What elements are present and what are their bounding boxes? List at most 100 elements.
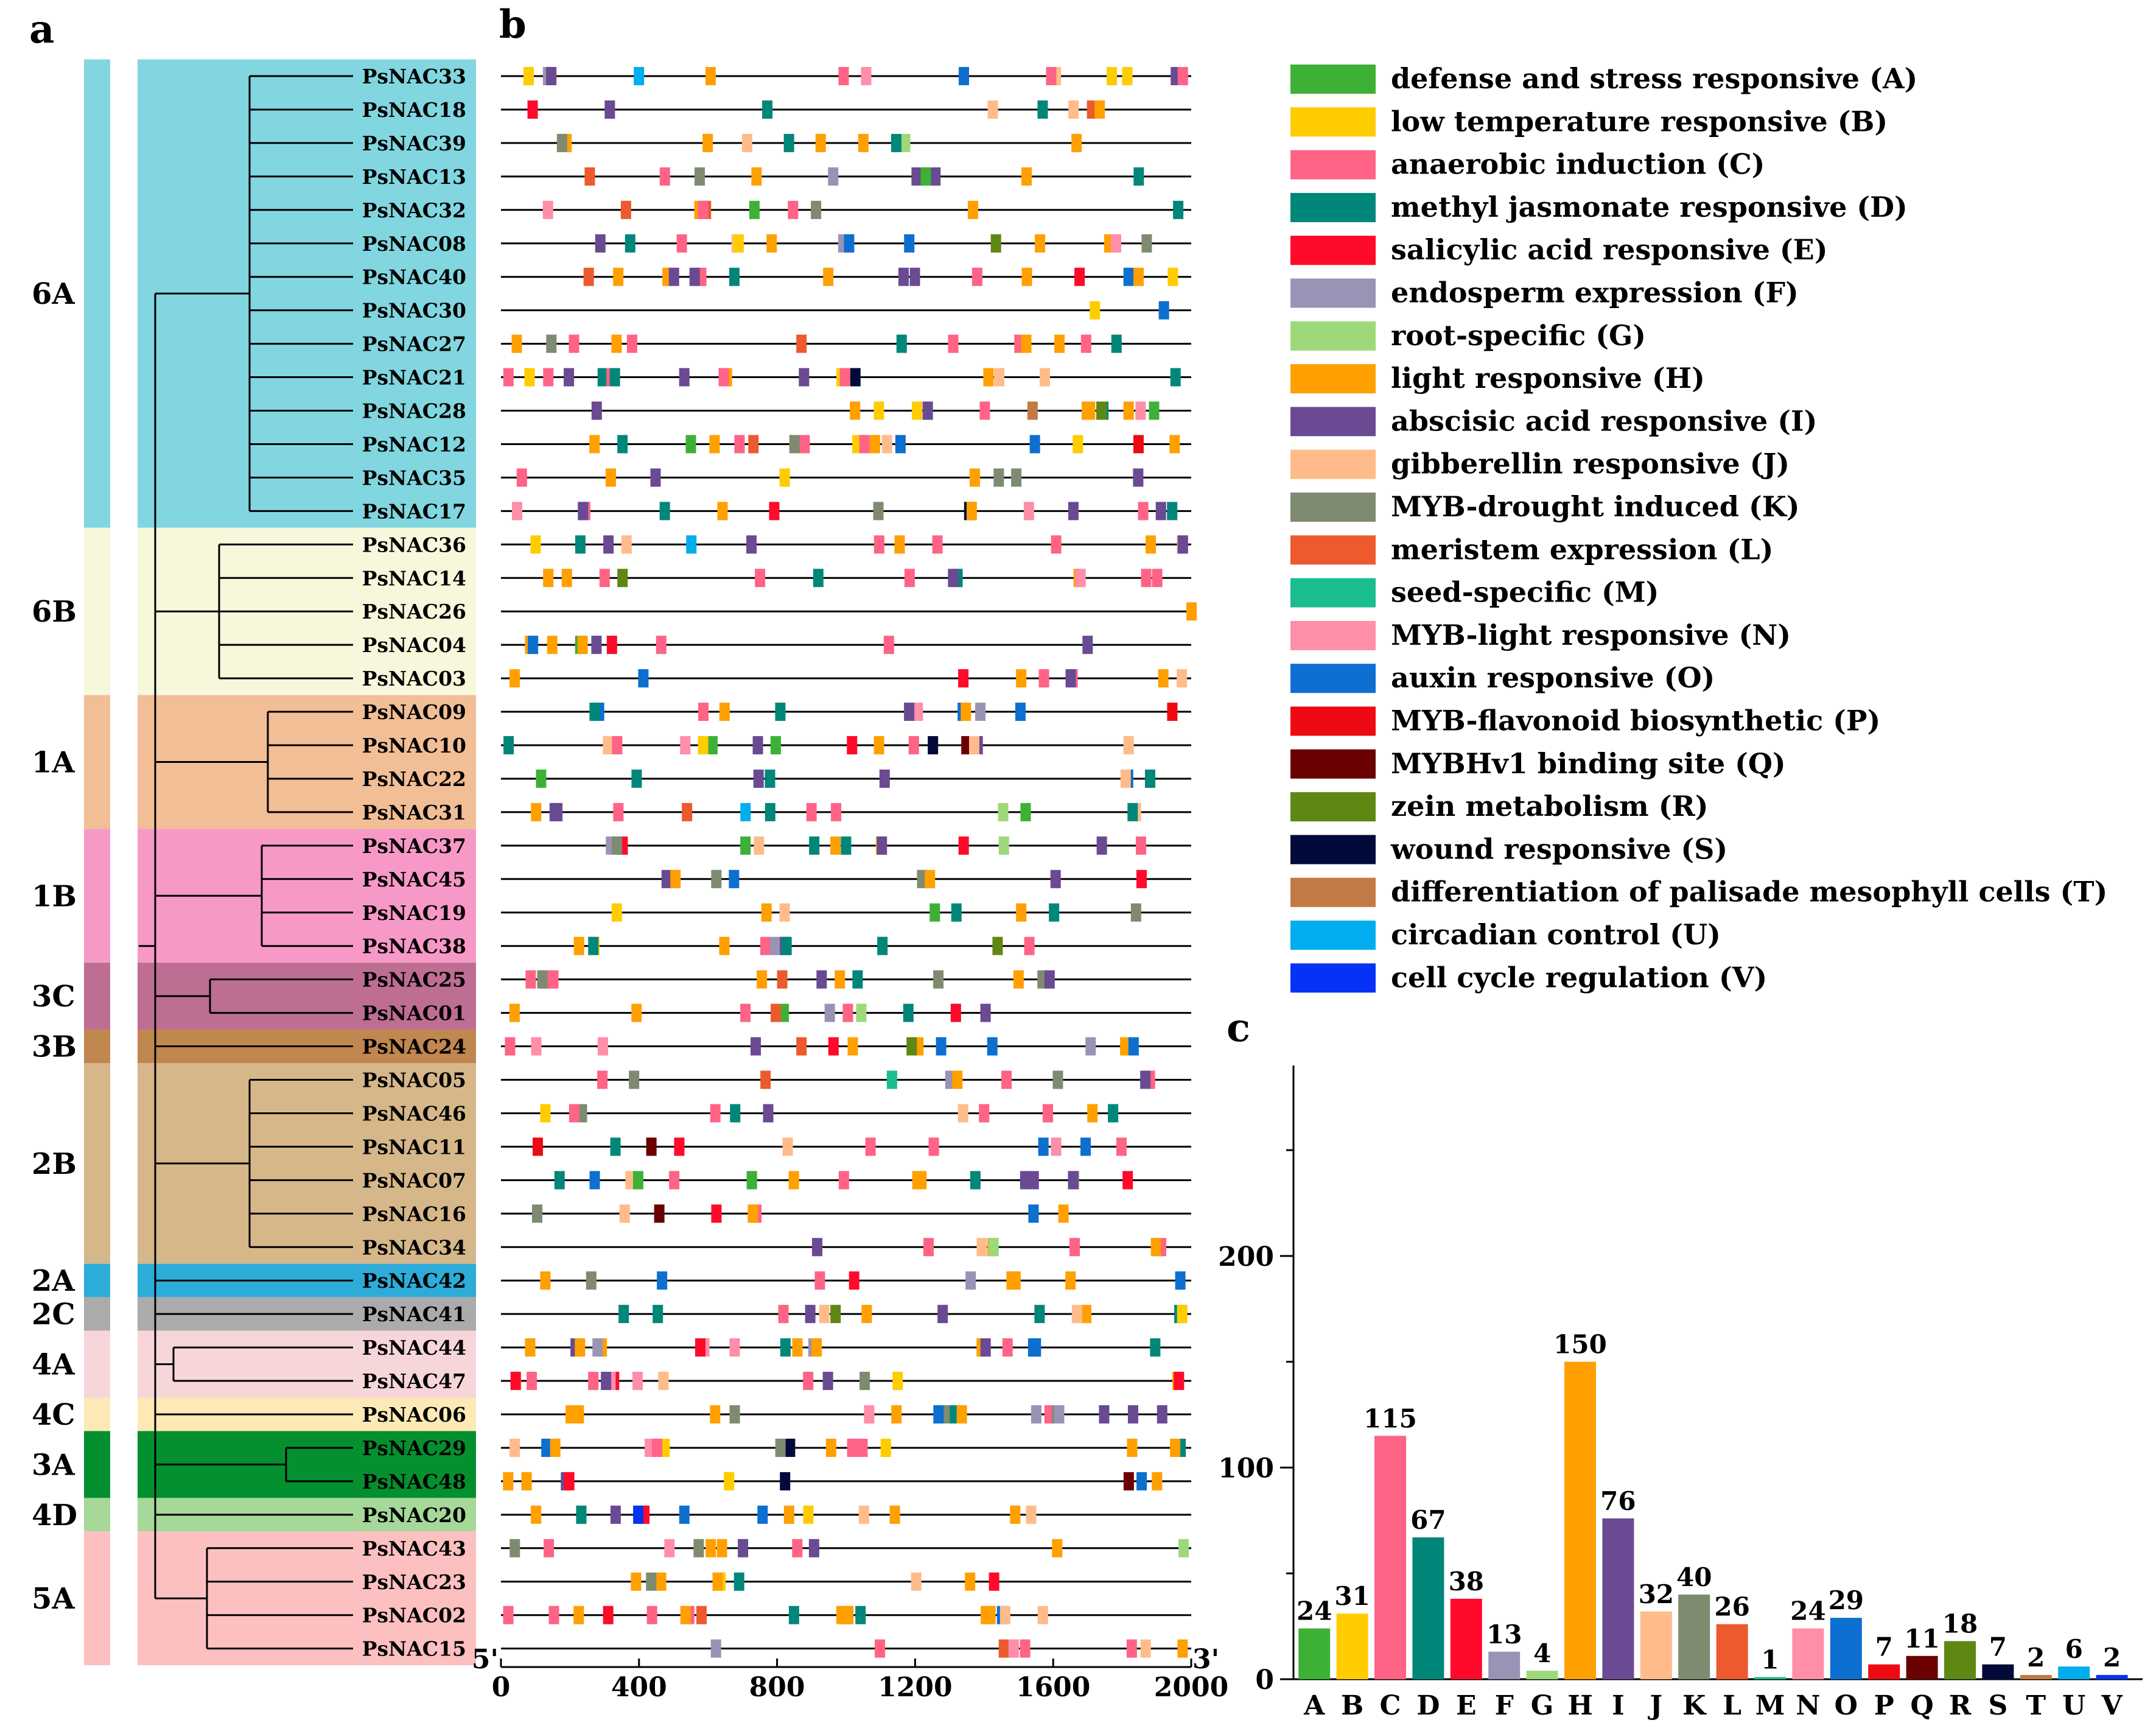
motif-G-box (998, 836, 1009, 855)
motif-H-box (761, 903, 772, 922)
motif-E-box (510, 1372, 521, 1391)
motif-C-box (792, 1539, 803, 1557)
bar-G (1526, 1671, 1558, 1679)
motif-H-box (1177, 1639, 1188, 1658)
gene-label: PsNAC17 (362, 499, 466, 523)
gene-label: PsNAC37 (362, 834, 466, 858)
bar-value-label: 31 (1334, 1581, 1370, 1611)
motif-C-box (803, 1372, 814, 1391)
motif-K-box (811, 200, 822, 219)
motif-C-box (527, 1372, 537, 1391)
motif-I-box (1140, 1070, 1151, 1089)
gene-label: PsNAC46 (362, 1101, 466, 1125)
motif-C-box (1138, 502, 1149, 521)
gene-label: PsNAC11 (362, 1135, 466, 1159)
motif-A-box (1020, 802, 1031, 821)
motif-C-box (971, 267, 982, 286)
motif-C-box (516, 468, 527, 487)
gene-label: PsNAC22 (362, 767, 466, 791)
motif-I-box (1068, 1171, 1079, 1190)
legend-label-T: differentiation of palisade mesophyll ce… (1391, 876, 2107, 908)
motif-N-box (1075, 569, 1086, 588)
bar-category-label: J (1647, 1690, 1662, 1721)
motif-E-box (1122, 1171, 1133, 1190)
motif-M-box (886, 1070, 897, 1089)
motif-C-box (599, 569, 610, 588)
motif-O-box (679, 1505, 690, 1524)
motif-O-box (1136, 1472, 1147, 1490)
motif-U-box (686, 535, 697, 554)
bar-category-label: V (2101, 1690, 2123, 1721)
gene-label: PsNAC18 (362, 98, 466, 122)
motif-H-box (547, 636, 558, 655)
motif-D-box (554, 1171, 565, 1190)
promoter-tick-label: 400 (611, 1672, 667, 1703)
motif-D-box (609, 368, 620, 387)
motif-I-box (980, 1003, 991, 1022)
motif-H-box (751, 167, 762, 186)
bar-value-label: 24 (1297, 1596, 1332, 1626)
motif-G-box (988, 1238, 999, 1257)
motif-H-box (869, 435, 880, 454)
legend-swatch-T (1290, 877, 1376, 907)
motif-C-box (588, 1372, 599, 1391)
motif-N-box (912, 703, 923, 721)
gene-label: PsNAC02 (362, 1604, 466, 1627)
motif-O-box (729, 869, 740, 888)
motif-I-box (650, 468, 661, 487)
motif-K-box (586, 1271, 597, 1290)
bar-category-label: U (2062, 1690, 2085, 1721)
motif-C-box (838, 1171, 849, 1190)
motif-O-box (895, 435, 906, 454)
motif-I-box (1096, 836, 1107, 855)
motif-I-box (911, 167, 922, 186)
clade-strip-3B (84, 1030, 110, 1064)
gene-label: PsNAC09 (362, 700, 466, 724)
gene-label: PsNAC36 (362, 533, 466, 556)
motif-B-box (1090, 301, 1101, 320)
motif-H-box (525, 1338, 536, 1357)
motif-C-box (857, 1438, 868, 1457)
legend-swatch-M (1290, 578, 1376, 608)
legend-swatch-G (1290, 321, 1376, 351)
motif-H-box (656, 1572, 667, 1591)
bar-category-label: F (1495, 1690, 1514, 1721)
motif-C-box (503, 368, 514, 387)
legend-label-B: low temperature responsive (B) (1391, 105, 1888, 138)
gene-label: PsNAC01 (362, 1002, 466, 1025)
motif-I-box (930, 167, 941, 186)
motif-S-box (780, 1472, 791, 1490)
bar-category-label: B (1341, 1690, 1363, 1721)
motif-O-box (1158, 301, 1169, 320)
motif-D-box (1034, 1305, 1045, 1324)
legend-label-K: MYB-drought induced (K) (1391, 490, 1799, 523)
motif-O-box (1080, 1137, 1091, 1156)
motif-E-box (989, 1572, 999, 1591)
motif-H-box (925, 869, 936, 888)
motif-E-box (564, 1472, 575, 1490)
motif-I-box (879, 769, 890, 788)
motif-H-box (889, 1505, 900, 1524)
motif-O-box (1015, 703, 1026, 721)
promoter-tick-label: 1200 (878, 1672, 952, 1703)
motif-B-box (540, 1104, 551, 1123)
motif-K-box (1011, 468, 1022, 487)
motif-C-box (847, 1438, 858, 1457)
motif-H-box (521, 1472, 532, 1490)
motif-J-box (999, 1606, 1010, 1624)
bar-V (2096, 1675, 2128, 1679)
bar-value-label: 32 (1639, 1579, 1674, 1609)
bar-value-label: 18 (1942, 1609, 1978, 1638)
bar-value-label: 1 (1761, 1645, 1779, 1675)
motif-O-box (1029, 435, 1040, 454)
motif-I-box (1155, 502, 1166, 521)
motif-R-box (992, 936, 1003, 955)
motif-H-box (705, 67, 716, 85)
motif-C-box (904, 569, 915, 588)
motif-O-box (936, 1037, 947, 1056)
motif-N-box (1135, 401, 1146, 420)
motif-O-box (541, 1438, 552, 1457)
motif-E-box (1174, 1372, 1185, 1391)
motif-A-box (707, 736, 718, 754)
motif-C-box (1080, 334, 1091, 353)
